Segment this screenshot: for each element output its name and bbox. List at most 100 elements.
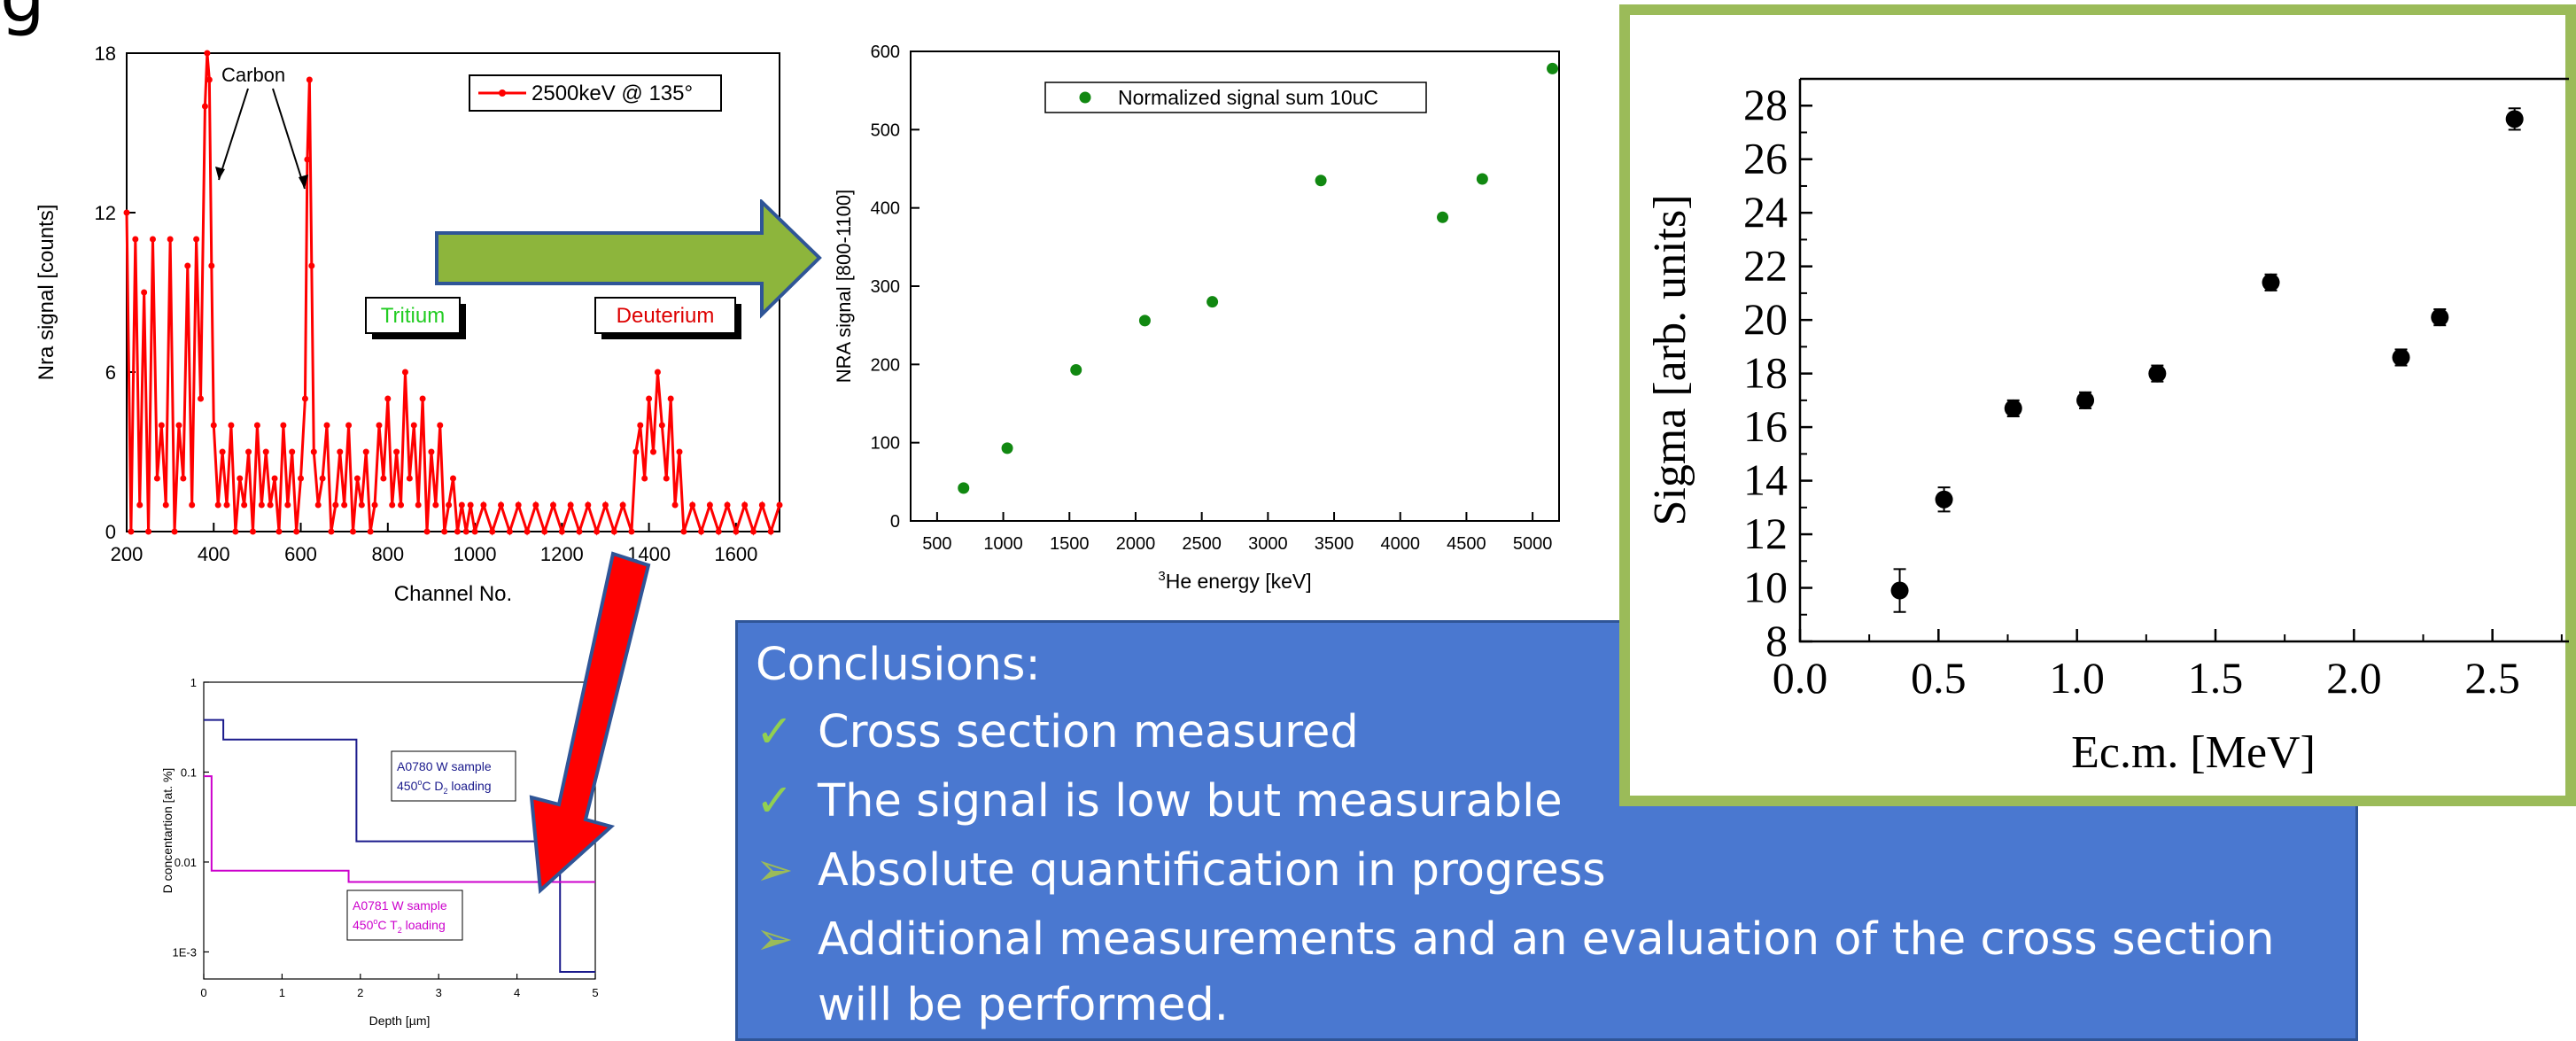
y-tick-label: 16 bbox=[1743, 401, 1788, 451]
series-label-box bbox=[391, 750, 516, 802]
data-point bbox=[1890, 581, 1909, 600]
data-point bbox=[423, 528, 431, 535]
data-point bbox=[419, 395, 426, 402]
data-point bbox=[1138, 315, 1151, 327]
data-point bbox=[393, 448, 400, 455]
data-point bbox=[658, 422, 665, 429]
data-point bbox=[280, 422, 287, 429]
data-point bbox=[2148, 364, 2167, 383]
data-point bbox=[689, 501, 696, 509]
conclusion-item: ✓ Cross section measured bbox=[756, 706, 1359, 758]
data-point bbox=[249, 528, 256, 535]
data-point bbox=[153, 475, 160, 482]
data-point bbox=[680, 528, 687, 535]
x-axis-label: Depth [µm] bbox=[369, 1014, 431, 1028]
x-tick-label: 4 bbox=[514, 986, 520, 999]
carbon-arrow-left bbox=[218, 88, 249, 181]
data-point bbox=[515, 501, 522, 509]
data-point bbox=[398, 501, 405, 509]
data-point bbox=[576, 528, 583, 535]
data-point bbox=[2262, 273, 2280, 291]
data-point bbox=[198, 395, 205, 402]
data-point bbox=[628, 528, 635, 535]
x-tick-label: 1 bbox=[279, 986, 285, 999]
x-tick-label: 0 bbox=[200, 986, 206, 999]
data-point bbox=[162, 501, 169, 509]
data-point bbox=[193, 236, 200, 243]
data-point bbox=[298, 475, 305, 482]
data-point bbox=[776, 501, 783, 509]
data-point bbox=[1001, 442, 1013, 454]
data-point bbox=[619, 501, 626, 509]
data-point bbox=[337, 448, 344, 455]
data-point bbox=[201, 103, 208, 110]
data-point bbox=[1315, 175, 1327, 187]
x-tick-label: 4500 bbox=[1447, 534, 1486, 554]
data-point bbox=[632, 448, 640, 455]
data-point bbox=[214, 501, 221, 509]
data-point bbox=[646, 395, 653, 402]
data-point bbox=[319, 475, 326, 482]
data-point bbox=[741, 501, 749, 509]
data-point bbox=[458, 501, 465, 509]
data-point bbox=[262, 448, 269, 455]
conclusion-text: Absolute quantification in progress bbox=[818, 844, 1606, 897]
data-point bbox=[467, 501, 474, 509]
data-point bbox=[471, 528, 478, 535]
data-point bbox=[258, 501, 265, 509]
data-point bbox=[706, 501, 713, 509]
legend-label: 2500keV @ 135° bbox=[531, 82, 693, 105]
data-point bbox=[237, 475, 244, 482]
conclusion-item: ➢ Absolute quantification in progress bbox=[756, 844, 1606, 897]
data-point bbox=[204, 50, 211, 57]
y-tick-label: 1 bbox=[190, 676, 197, 689]
x-axis-label: Ec.m. [MeV] bbox=[2071, 727, 2316, 778]
red-arrow bbox=[529, 551, 651, 895]
data-point bbox=[304, 156, 311, 163]
check-icon: ✓ bbox=[756, 706, 794, 758]
x-tick-label: 2500 bbox=[1182, 534, 1222, 554]
y-tick-label: 22 bbox=[1743, 241, 1788, 291]
x-tick-label: 5 bbox=[592, 986, 598, 999]
carbon-annotation: Carbon bbox=[221, 64, 285, 86]
spectrum-line bbox=[125, 52, 781, 536]
data-point bbox=[332, 501, 339, 509]
data-point bbox=[314, 501, 322, 509]
data-point bbox=[293, 528, 300, 535]
data-point bbox=[271, 475, 278, 482]
data-point bbox=[450, 475, 456, 482]
legend-marker bbox=[499, 89, 506, 97]
data-point bbox=[323, 422, 330, 429]
data-point bbox=[384, 395, 392, 402]
data-point bbox=[441, 528, 448, 535]
data-point bbox=[676, 448, 683, 455]
data-point bbox=[585, 501, 592, 509]
data-point bbox=[650, 448, 657, 455]
data-point bbox=[306, 76, 313, 83]
data-point bbox=[663, 475, 670, 482]
data-point bbox=[345, 422, 353, 429]
y-tick-label: 500 bbox=[871, 120, 900, 140]
y-tick-label: 12 bbox=[95, 202, 116, 224]
tritium-annotation: Tritium bbox=[381, 304, 445, 328]
data-point bbox=[401, 369, 408, 376]
data-point bbox=[158, 422, 165, 429]
data-point bbox=[228, 422, 235, 429]
x-tick-label: 4000 bbox=[1380, 534, 1420, 554]
data-point bbox=[310, 448, 317, 455]
conclusions-heading: Conclusions: bbox=[756, 639, 1041, 691]
data-point bbox=[371, 501, 378, 509]
conclusion-text: Additional measurements and an evaluatio… bbox=[818, 913, 2275, 966]
y-tick-label: 10 bbox=[1743, 563, 1788, 612]
sigma-chart: 0.00.51.01.52.02.53.08101214161820222426… bbox=[1645, 77, 2569, 778]
y-tick-label: 28 bbox=[1743, 80, 1788, 129]
data-point bbox=[567, 501, 574, 509]
data-point bbox=[208, 262, 215, 269]
data-point bbox=[724, 501, 731, 509]
data-point bbox=[349, 528, 356, 535]
y-axis-label: Sigma [arb. units] bbox=[1645, 194, 1695, 525]
data-point bbox=[667, 395, 674, 402]
x-tick-label: 400 bbox=[198, 543, 230, 565]
nra-energy-chart: 500 1000 1500 2000 2500 3000 3500 4000 4500 5000 0… bbox=[833, 43, 1560, 593]
data-point bbox=[446, 501, 453, 509]
